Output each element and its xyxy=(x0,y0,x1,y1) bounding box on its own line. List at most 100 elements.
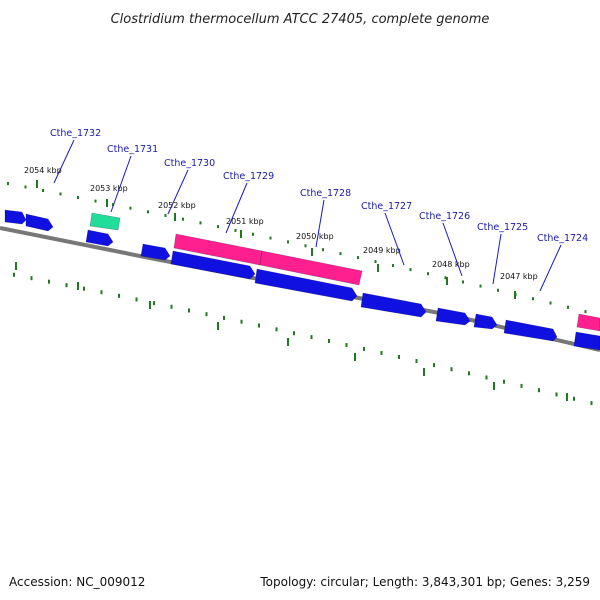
ring-dot xyxy=(339,252,342,256)
gene-label: Cthe_1730 xyxy=(164,158,215,169)
gene-leader-line xyxy=(492,233,502,285)
ring-dot xyxy=(147,210,149,214)
tick-mark xyxy=(493,382,495,390)
gene-leader-line xyxy=(539,244,562,292)
gene-arrow xyxy=(259,250,363,286)
gene-leader-line xyxy=(315,199,325,248)
ring-dot xyxy=(485,375,488,380)
ring-dot xyxy=(100,290,103,295)
ring-dot xyxy=(240,319,243,324)
ring-dot xyxy=(83,286,85,291)
ring-dot xyxy=(374,260,377,264)
gene-leader-line xyxy=(384,212,405,266)
ring-dot xyxy=(287,240,289,244)
ring-dot xyxy=(532,297,534,301)
tick-mark xyxy=(311,248,313,256)
kbp-ticks: 2054 kbp 2053 kbp 2052 kbp 2051 kbp 2050 kbp… xyxy=(15,166,568,401)
ring-dot xyxy=(275,327,278,332)
gene-label: Cthe_1725 xyxy=(477,222,528,233)
ring-dot xyxy=(77,195,79,199)
ring-dot xyxy=(468,371,470,376)
ring-dot xyxy=(433,363,435,368)
gene-arrow xyxy=(503,319,558,342)
ring-dot xyxy=(188,308,190,313)
ring-dot xyxy=(48,279,50,284)
tick-label: 2048 kbp xyxy=(432,260,470,269)
ring-dot xyxy=(252,232,254,236)
tick-mark xyxy=(77,282,79,290)
gene-label: Cthe_1724 xyxy=(537,233,588,244)
gene-label: Cthe_1729 xyxy=(223,171,274,182)
ring-dot xyxy=(13,272,15,277)
ring-dot xyxy=(392,264,394,268)
ring-dot xyxy=(24,185,27,189)
tick-mark xyxy=(287,338,289,346)
tick-mark xyxy=(174,213,176,221)
ring-dot xyxy=(398,354,400,359)
ring-dot xyxy=(520,383,523,388)
gene-leader-line xyxy=(53,139,75,184)
ring-dot xyxy=(135,297,138,302)
gene-arrow xyxy=(576,313,600,332)
ring-dot xyxy=(584,310,587,314)
ring-dot xyxy=(310,335,313,340)
tick-mark xyxy=(354,353,356,361)
ring-dot xyxy=(322,248,324,252)
ring-dot xyxy=(94,199,97,203)
gene-leader-line xyxy=(110,155,132,213)
ring-dot xyxy=(503,379,505,384)
ring-dot xyxy=(30,276,33,281)
gene-label: Cthe_1728 xyxy=(300,188,351,199)
ring-dot xyxy=(590,401,593,406)
tick-label: 2054 kbp xyxy=(24,166,62,175)
tick-label: 2050 kbp xyxy=(296,232,334,241)
ring-dot xyxy=(199,221,202,225)
tick-mark xyxy=(446,277,448,285)
ring-dot xyxy=(345,342,348,347)
tick-mark xyxy=(514,291,516,299)
ring-dot xyxy=(153,301,155,306)
ring-dot xyxy=(415,359,418,364)
tick-label: 2049 kbp xyxy=(363,246,401,255)
ring-dot xyxy=(269,236,272,240)
ring-dot xyxy=(223,315,225,320)
ring-dot xyxy=(427,272,429,276)
tick-label: 2047 kbp xyxy=(500,272,538,281)
ring-dot xyxy=(112,203,114,207)
ring-dot xyxy=(328,339,330,344)
gene-label: Cthe_1731 xyxy=(107,144,158,155)
gene-arrow xyxy=(4,209,27,225)
ring-dot xyxy=(258,323,260,328)
gene-features xyxy=(4,209,600,351)
gene-leader-line xyxy=(225,182,248,234)
tick-mark xyxy=(240,230,242,238)
ring-dot xyxy=(59,192,62,196)
tick-mark xyxy=(106,199,108,207)
gene-arrow xyxy=(170,250,256,280)
gene-arrow xyxy=(473,313,498,330)
ring-dot xyxy=(567,305,569,309)
ring-dot xyxy=(479,284,482,288)
tick-mark xyxy=(149,301,151,309)
gene-label: Cthe_1727 xyxy=(361,201,412,212)
tick-label: 2053 kbp xyxy=(90,184,128,193)
tick-mark xyxy=(217,322,219,330)
ring-dot xyxy=(7,182,9,186)
summary-text: Topology: circular; Length: 3,843,301 bp… xyxy=(259,575,590,589)
ring-dot xyxy=(118,293,120,298)
ring-dot xyxy=(182,217,184,221)
ring-dot xyxy=(164,214,167,218)
ring-dot xyxy=(42,188,44,192)
ring-dot xyxy=(409,268,412,272)
ring-dot xyxy=(293,331,295,336)
tick-mark xyxy=(377,264,379,272)
tick-mark xyxy=(36,180,38,188)
gene-leader-line xyxy=(442,222,463,277)
gene-label: Cthe_1732 xyxy=(50,128,101,139)
ring-dot xyxy=(497,288,499,292)
tick-mark xyxy=(566,393,568,401)
ring-dot xyxy=(129,206,132,210)
accession-text: Accession: NC_009012 xyxy=(9,575,145,589)
ring-dot xyxy=(444,276,447,280)
